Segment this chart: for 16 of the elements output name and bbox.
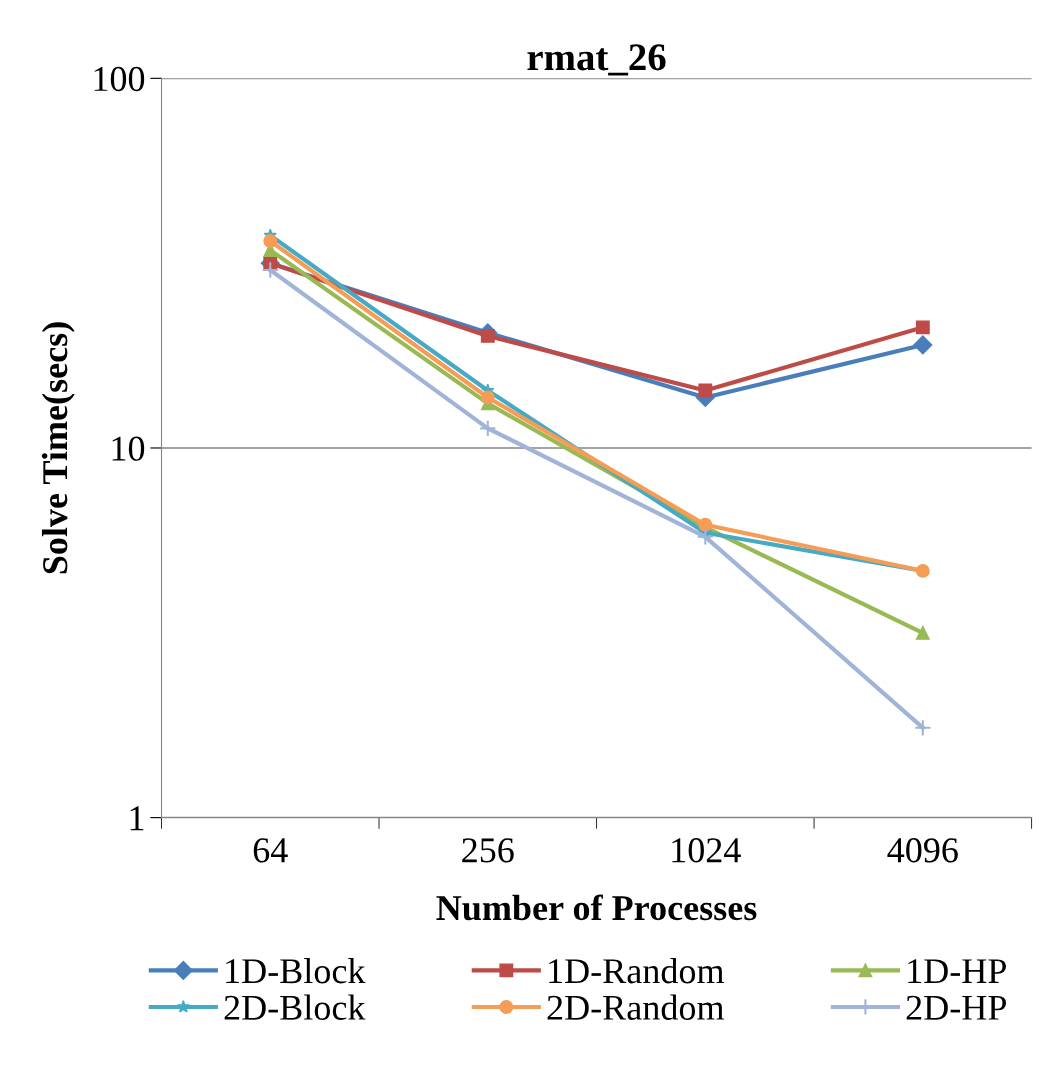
legend-label: 2D-Random <box>547 994 724 1020</box>
legend-label: 1D-Random <box>549 957 724 984</box>
legend-label: 2D-Block <box>224 994 366 1020</box>
x-axis-title: Number of Processes <box>436 894 757 921</box>
x-tick-label: 64 <box>253 838 288 863</box>
y-tick-label: 100 <box>94 66 145 92</box>
legend-label: 1D-HP <box>908 959 1006 984</box>
y-tick-label: 1 <box>130 806 144 831</box>
legend-label: 1D-Block <box>226 957 366 984</box>
chart-title: rmat_26 <box>527 44 666 76</box>
y-axis-title: Solve Time(secs) <box>41 322 75 574</box>
x-tick-label: 1024 <box>672 838 741 863</box>
x-tick-label: 256 <box>462 838 514 863</box>
x-tick-label: 4096 <box>887 838 958 863</box>
y-tick-label: 10 <box>112 436 145 461</box>
legend-label: 2D-HP <box>906 995 1006 1020</box>
